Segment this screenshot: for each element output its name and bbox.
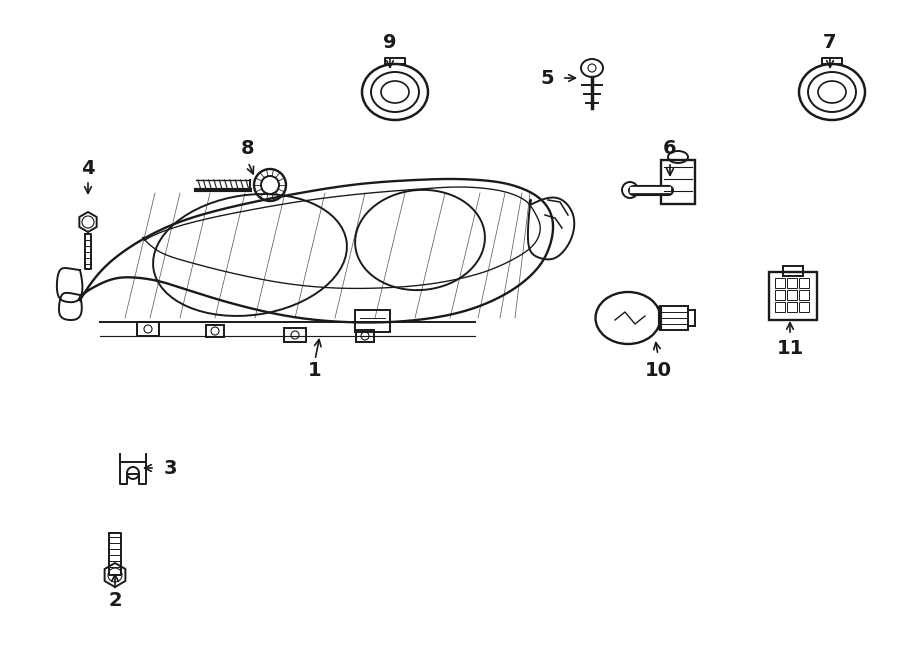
Bar — [783, 266, 803, 276]
Text: 3: 3 — [163, 459, 176, 477]
Text: 5: 5 — [540, 69, 554, 87]
Text: 8: 8 — [241, 139, 255, 157]
Text: 1: 1 — [308, 360, 322, 379]
Text: 7: 7 — [824, 32, 837, 52]
Bar — [799, 290, 809, 300]
Bar — [137, 322, 159, 336]
Text: 10: 10 — [644, 360, 671, 379]
Bar — [799, 278, 809, 288]
Bar — [787, 290, 797, 300]
Bar — [355, 310, 390, 332]
Bar — [284, 328, 306, 342]
Bar — [775, 278, 785, 288]
Bar — [775, 290, 785, 300]
Text: 4: 4 — [81, 159, 94, 178]
Bar — [660, 306, 688, 330]
Bar — [799, 302, 809, 312]
Text: 6: 6 — [663, 139, 677, 157]
Bar — [787, 278, 797, 288]
Bar — [775, 302, 785, 312]
Text: 11: 11 — [777, 338, 804, 358]
Bar — [356, 330, 374, 342]
Text: 2: 2 — [108, 590, 122, 609]
Bar — [787, 302, 797, 312]
Text: 9: 9 — [383, 32, 397, 52]
Bar — [206, 325, 224, 337]
